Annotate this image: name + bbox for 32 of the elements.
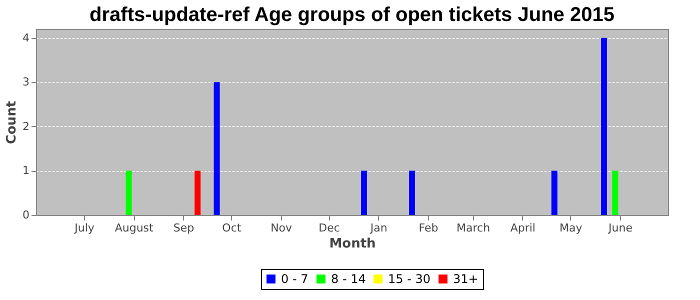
legend-label: 15 - 30	[388, 272, 430, 286]
bar	[409, 170, 415, 215]
x-tick-label: July	[74, 222, 95, 234]
y-tick-label: 0	[22, 208, 30, 222]
bar	[194, 170, 201, 215]
y-tick-label: 4	[22, 31, 30, 44]
y-tick-label: 1	[22, 164, 30, 178]
x-tick-label: Dec	[318, 222, 340, 234]
x-tick-label: August	[114, 222, 154, 234]
x-tick-label: May	[560, 222, 583, 234]
x-tick-label: Feb	[418, 222, 438, 234]
x-tick-label: April	[510, 222, 536, 234]
bar	[551, 170, 558, 215]
bar	[214, 82, 220, 215]
chart-title: drafts-update-ref Age groups of open tickets June 2015	[90, 4, 614, 26]
x-axis-title: Month	[329, 236, 376, 252]
legend-label: 31+	[453, 272, 478, 286]
x-tick-label: March	[456, 222, 490, 234]
x-tick-label: June	[608, 222, 633, 234]
x-tick-label: Sep	[173, 222, 194, 234]
bar	[126, 170, 132, 215]
bar	[612, 170, 618, 215]
legend-label: 0 - 7	[281, 272, 308, 286]
y-tick-label: 3	[22, 76, 30, 89]
bar	[361, 170, 367, 215]
x-tick-label: Jan	[369, 222, 388, 234]
y-tick-label: 2	[22, 120, 30, 133]
x-tick-label: Nov	[270, 222, 293, 234]
bar	[601, 38, 607, 215]
legend-label: 8 - 14	[331, 272, 366, 286]
x-tick-label: Oct	[222, 222, 242, 234]
y-axis-title: Count	[4, 100, 20, 144]
